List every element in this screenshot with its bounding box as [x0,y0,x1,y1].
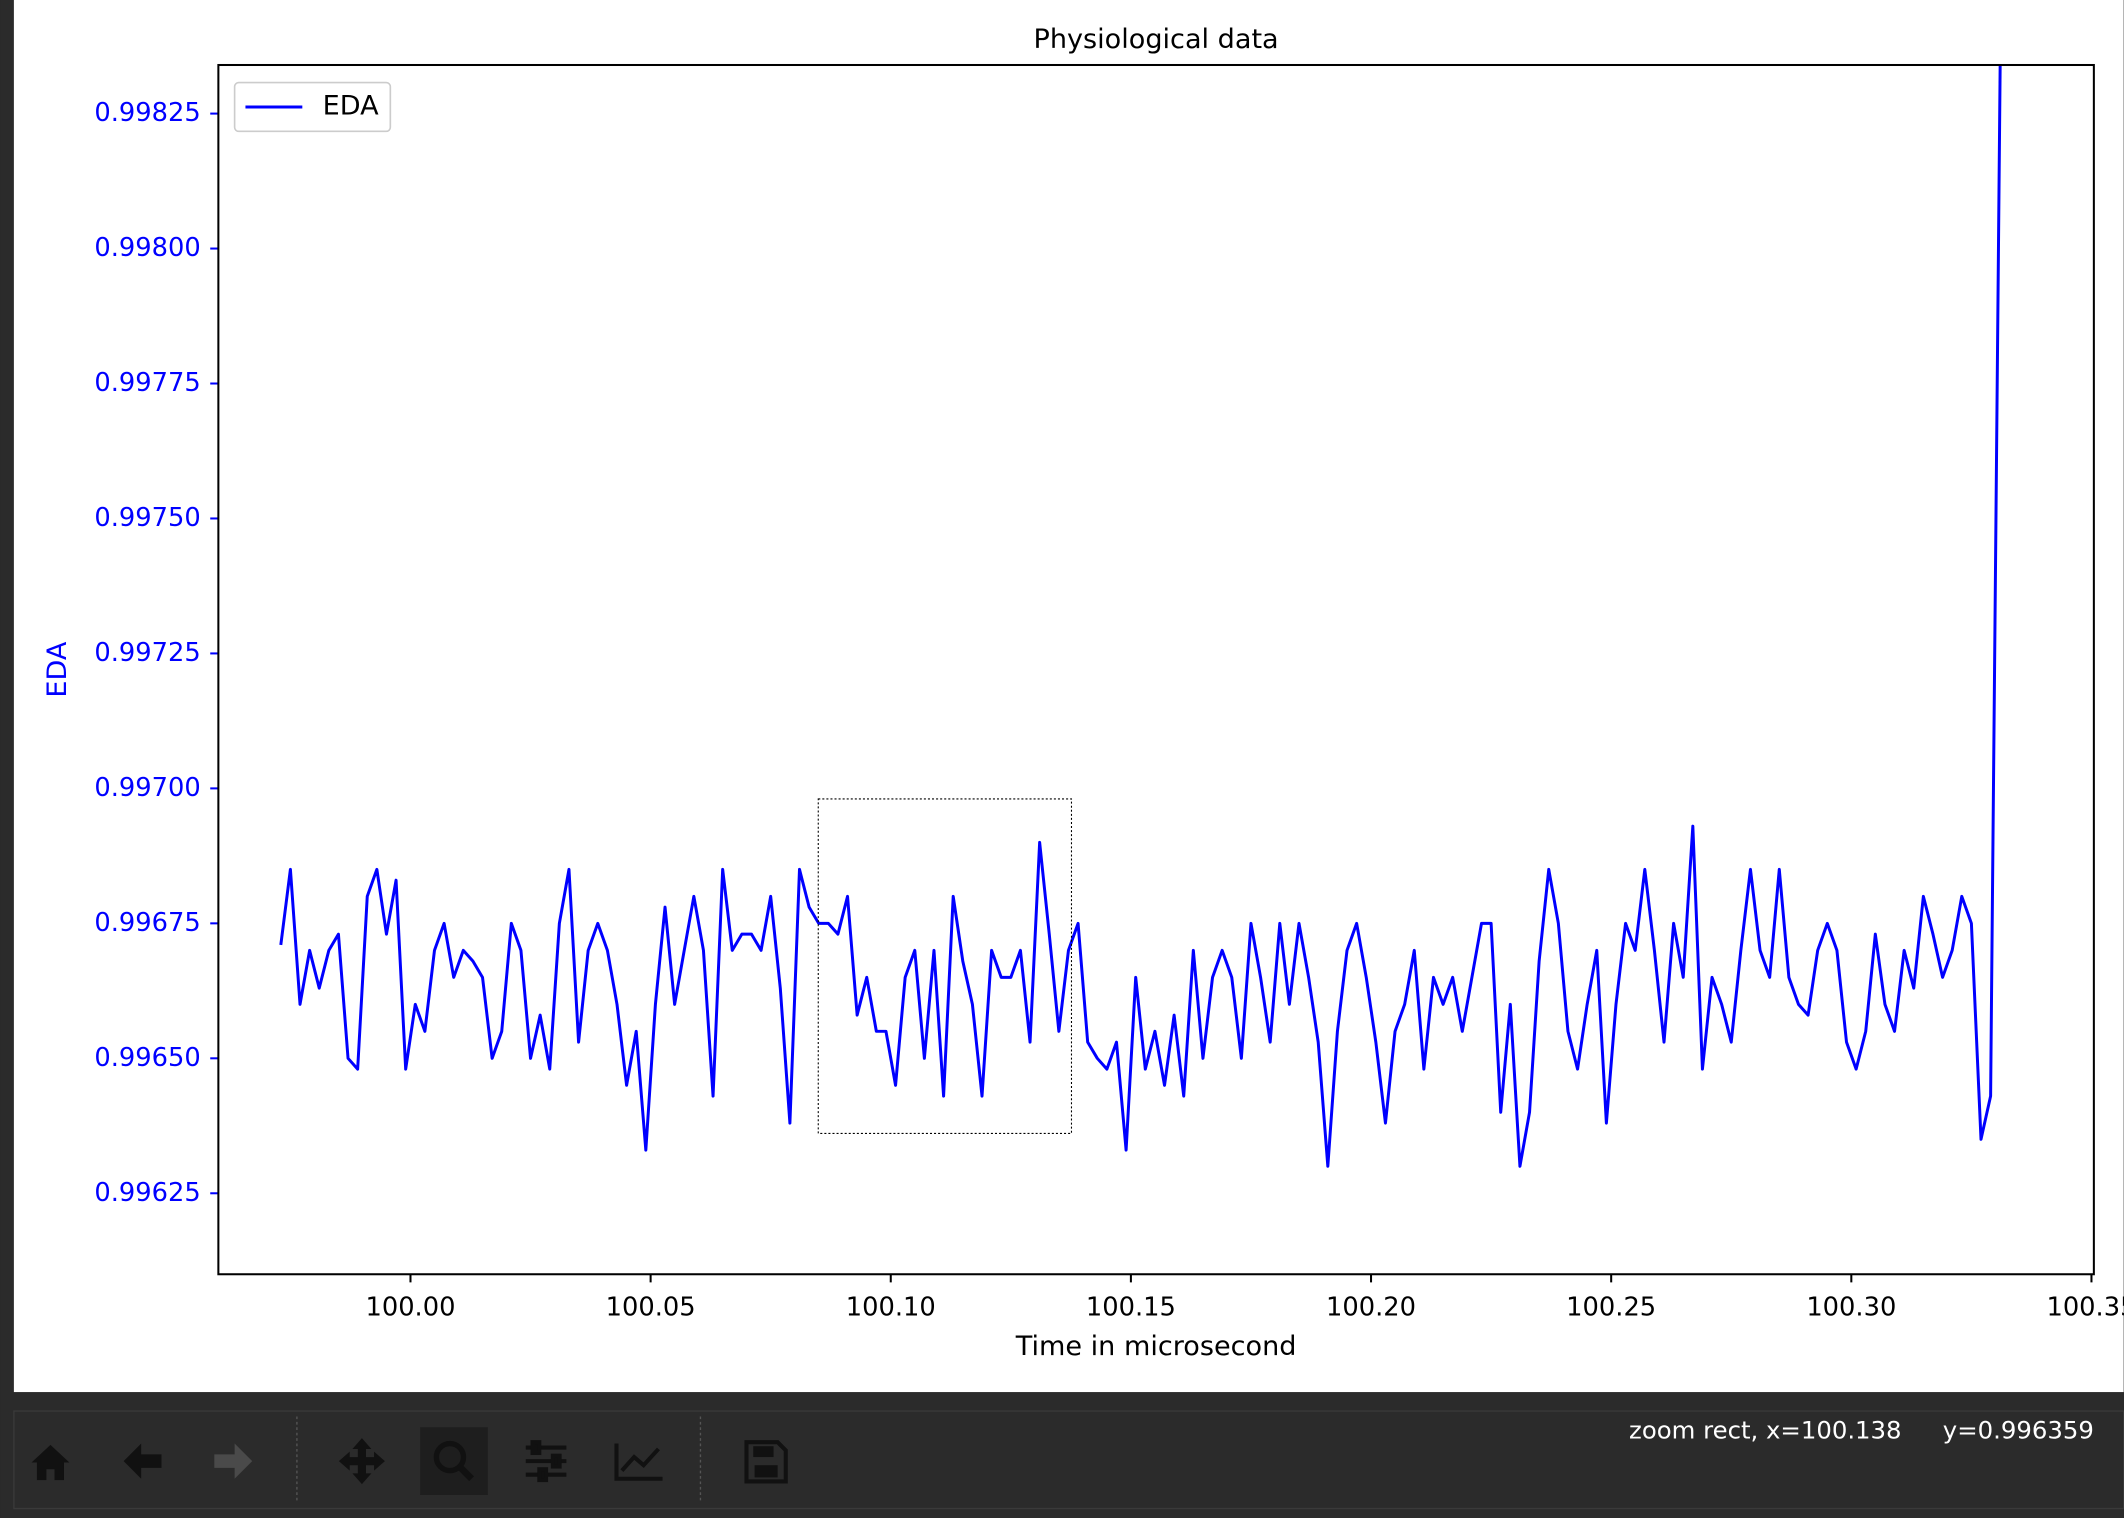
x-tick-label: 100.30 [1806,1293,1896,1323]
y-tick-label: 0.99725 [94,638,200,668]
save-button[interactable] [744,1440,788,1484]
legend-label: EDA [323,90,379,121]
plot: Physiological data Time in microsecond EDA… [42,24,2124,1362]
x-tick-label: 100.00 [365,1293,455,1323]
back-button[interactable] [123,1443,162,1479]
y-tick-label: 0.99750 [94,503,200,533]
x-tick-label: 100.20 [1326,1293,1416,1323]
zoom-rectangle [817,798,1073,1134]
y-tick-label: 0.99675 [94,908,200,938]
y-axis-label: EDA [42,641,73,697]
y-tick-label: 0.99775 [94,368,200,398]
status-y: y=0.996359 [1943,1415,2094,1444]
x-tick-label: 100.15 [1086,1293,1176,1323]
pan-button[interactable] [338,1438,385,1485]
chart-title: Physiological data [1034,24,1279,55]
configure-button[interactable] [525,1440,567,1483]
y-tick-label: 0.99825 [94,98,200,128]
status-x: zoom rect, x=100.138 [1629,1415,1902,1444]
zoom-button[interactable] [420,1427,488,1495]
y-tick-label: 0.99650 [94,1043,200,1073]
axes-frame [217,63,2095,1276]
x-tick-label: 100.10 [846,1293,936,1323]
y-tick-label: 0.99800 [94,233,200,263]
data-line [279,64,2002,1168]
y-tick-label: 0.99625 [94,1178,200,1208]
x-tick-label: 100.05 [606,1293,696,1323]
figure-canvas [13,0,2124,1393]
y-tick-label: 0.99700 [94,773,200,803]
x-axis-label: Time in microsecond [1015,1331,1297,1362]
edit-axis-button[interactable] [614,1443,663,1481]
x-tick-label: 100.35 [2046,1293,2124,1323]
legend-box [233,81,392,133]
forward-button[interactable] [214,1443,253,1479]
x-tick-label: 100.25 [1566,1293,1656,1323]
